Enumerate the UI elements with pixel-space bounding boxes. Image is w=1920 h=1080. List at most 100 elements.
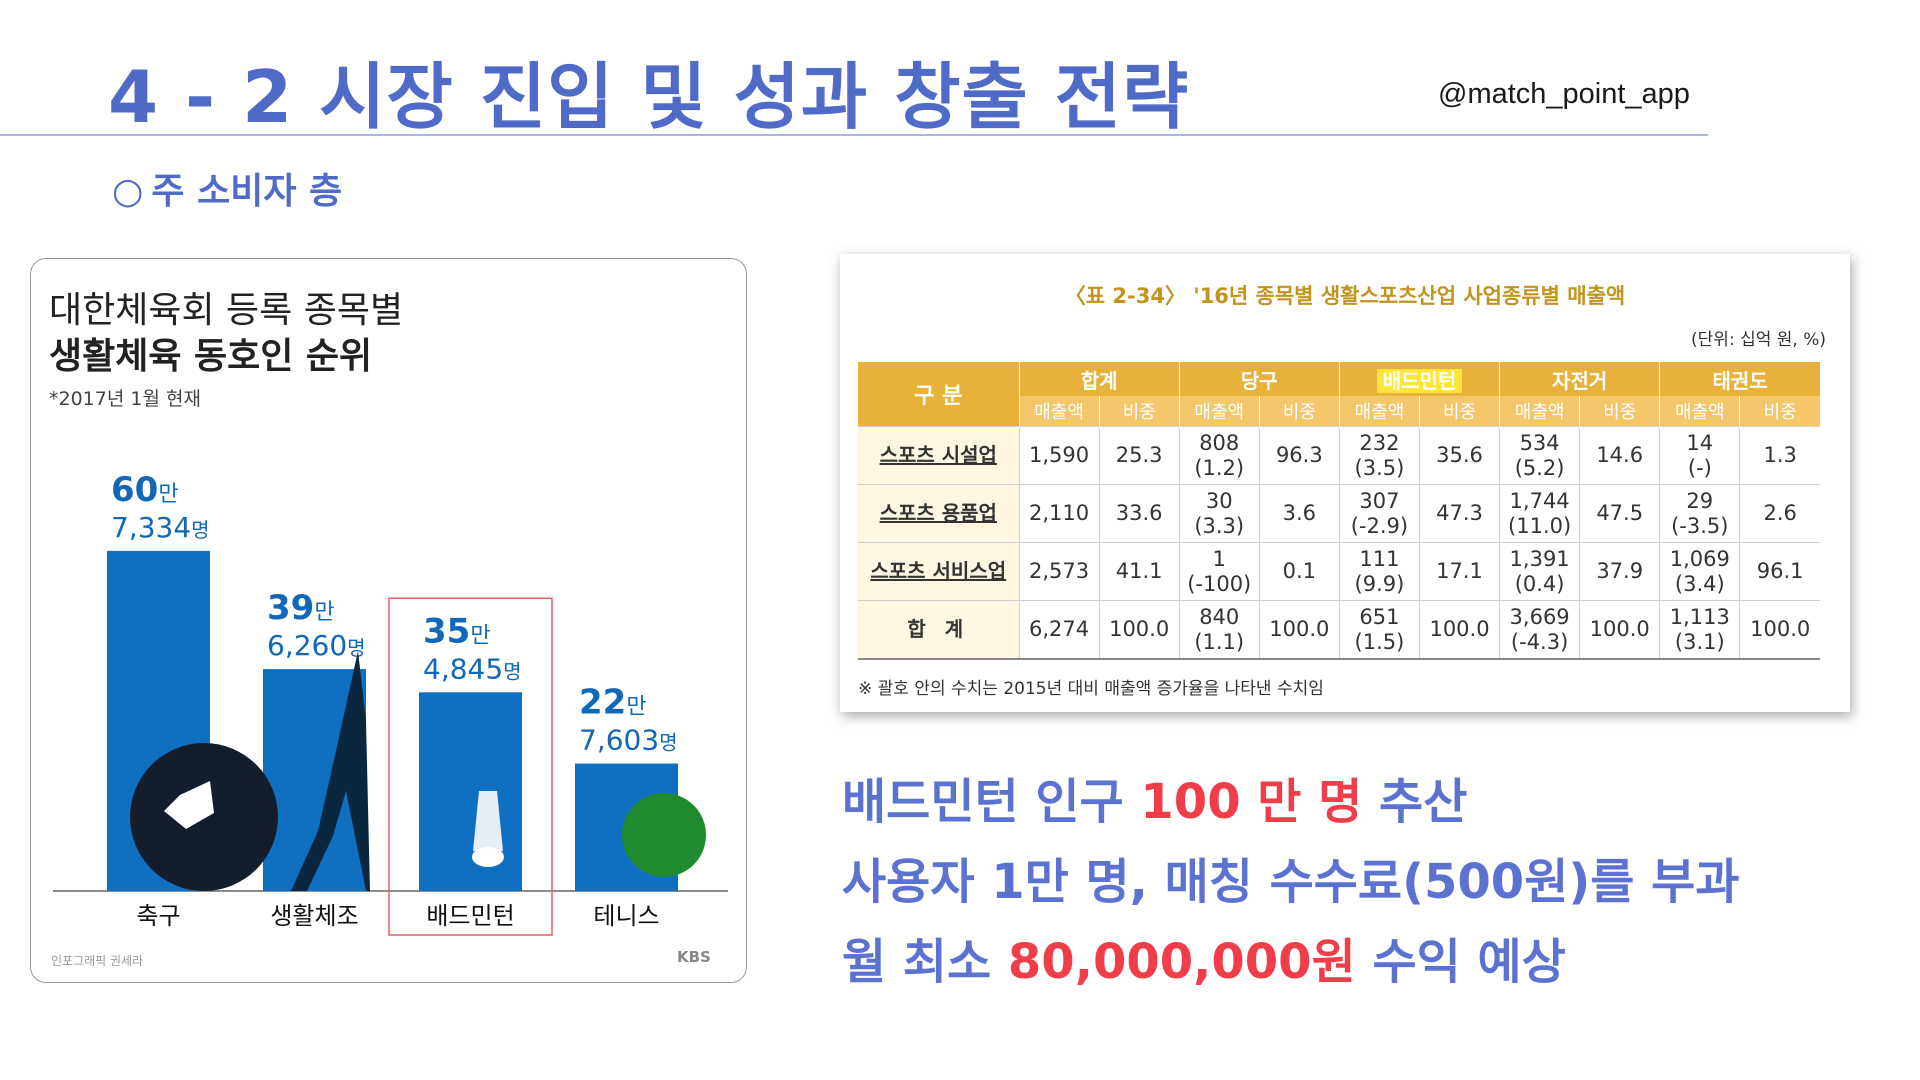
data-label-major: 60만: [111, 470, 179, 510]
bar-배드민턴: [419, 692, 522, 891]
subcolumn-header: 매출액: [1338, 396, 1420, 427]
cell-value: 30: [1205, 488, 1233, 513]
data-label-major: 22만: [579, 683, 647, 723]
table-footnote: ※ 괄호 안의 수치는 2015년 대비 매출액 증가율을 나타낸 수치임: [858, 679, 1324, 699]
table-cell: 96.3: [1258, 426, 1340, 485]
infographic-as-of-note: *2017년 1월 현재: [49, 388, 201, 410]
data-label-major: 35만: [423, 611, 491, 651]
cell-value: 1,113: [1669, 604, 1730, 629]
table-cell: 100.0: [1739, 600, 1820, 660]
table-cell: 111 (9.9): [1338, 542, 1420, 601]
table-cell: 1 (-100): [1178, 542, 1260, 601]
table-row: 스포츠 서비스업 2,573 41.1 1 (-100) 0.1 111 (9.9)…: [858, 542, 1820, 601]
cell-change: (-2.9): [1350, 513, 1409, 538]
table-cell: 534 (5.2): [1499, 426, 1580, 485]
table-row-header: 구 분: [858, 362, 1019, 427]
cell-change: (3.1): [1674, 629, 1725, 654]
category-label: 축구: [136, 902, 180, 930]
section-heading: ○ 주 소비자 층: [112, 162, 342, 214]
subcolumn-header: 매출액: [1659, 396, 1740, 427]
cell-change: (1.2): [1194, 455, 1245, 480]
category-label: 생활체조: [270, 902, 358, 930]
sales-table-image: 〈표 2-34〉 '16년 종목별 생활스포츠산업 사업종류별 매출액 (단위:…: [840, 254, 1850, 712]
table-row: 스포츠 시설업 1,590 25.3 808 (1.2) 96.3 232 (3.5…: [858, 426, 1820, 485]
statement-text: 추산: [1362, 774, 1468, 830]
row-label: 스포츠 용품업: [858, 484, 1019, 543]
cell-value: 232: [1359, 430, 1400, 455]
table-cell: 307 (-2.9): [1338, 484, 1420, 543]
subcolumn-header: 비중: [1418, 396, 1500, 427]
table-cell: 840 (1.1): [1178, 600, 1260, 660]
table-cell: 1,113 (3.1): [1659, 600, 1740, 660]
row-label: 스포츠 서비스업: [858, 542, 1019, 601]
infographic-title-line1: 대한체육회 등록 종목별: [49, 290, 404, 331]
row-label: 합 계: [858, 600, 1019, 660]
data-label-minor: 7,334명: [111, 511, 210, 544]
circle-bullet-icon: ○: [112, 171, 144, 212]
table-cell: 2,110: [1018, 484, 1100, 543]
data-label-unit: 만: [314, 600, 334, 625]
subcolumn-header: 비중: [1098, 396, 1180, 427]
section-heading-label: 주 소비자 층: [151, 171, 343, 212]
table-cell: 35.6: [1418, 426, 1500, 485]
table-cell: 3.6: [1258, 484, 1340, 543]
table-row: 스포츠 용품업 2,110 33.6 30 (3.3) 3.6 307 (-2.9)…: [858, 484, 1820, 543]
data-label-minor: 4,845명: [423, 652, 522, 685]
table-cell: 1,391 (0.4): [1499, 542, 1580, 601]
category-label: 배드민턴: [426, 902, 514, 930]
title-divider: [0, 134, 1708, 136]
kbs-logo: KBS: [677, 948, 711, 966]
data-label-minor: 7,603명: [579, 724, 678, 757]
social-handle: @match_point_app: [1438, 78, 1690, 110]
table-cell: 3,669 (-4.3): [1499, 600, 1580, 660]
data-label-unit: 명: [191, 518, 209, 542]
group-header-label: 배드민턴: [1376, 368, 1463, 393]
sales-table: 구 분 합계 당구 배드민턴 자전거 태권도 매출액 비중 매출액 비중 매출액…: [858, 362, 1820, 660]
group-header: 합계: [1018, 362, 1180, 396]
statement-text: 수익 예상: [1355, 934, 1566, 990]
cell-change: (5.2): [1514, 455, 1565, 480]
cell-change: (3.4): [1674, 571, 1725, 596]
cell-change: (-): [1687, 455, 1712, 480]
table-cell: 2,573: [1018, 542, 1100, 601]
statement-fee-assumption: 사용자 1만 명, 매칭 수수료(500원)를 부과: [842, 854, 1740, 910]
table-cell: 1.3: [1739, 426, 1820, 485]
statement-text: 월 최소: [842, 934, 1008, 990]
statement-population: 배드민턴 인구 100 만 명 추산: [842, 762, 1467, 832]
cell-change: (9.9): [1354, 571, 1405, 596]
table-cell: 47.3: [1418, 484, 1500, 543]
gymnast-silhouette-icon: [291, 651, 370, 891]
cell-change: (-4.3): [1510, 629, 1569, 654]
table-cell: 1,744 (11.0): [1499, 484, 1580, 543]
cell-change: (1.5): [1354, 629, 1405, 654]
shuttlecock-icon: [473, 791, 503, 851]
highlight-frame: [388, 597, 553, 936]
statement-revenue: 월 최소 80,000,000원 수익 예상: [842, 922, 1566, 992]
statement-highlight: 100 만 명: [1140, 774, 1363, 830]
table-cell: 2.6: [1739, 484, 1820, 543]
table-cell: 37.9: [1579, 542, 1660, 601]
data-label-unit: 명: [659, 731, 677, 755]
cell-value: 29: [1686, 488, 1714, 513]
table-cell: 6,274: [1018, 600, 1100, 660]
cell-change: (-100): [1187, 571, 1252, 596]
cell-value: 1,391: [1509, 546, 1570, 571]
table-cell: 29 (-3.5): [1659, 484, 1740, 543]
statement-highlight: 80,000,000원: [1007, 934, 1356, 990]
cell-change: (1.1): [1194, 629, 1245, 654]
data-label-minor: 6,260명: [267, 629, 366, 662]
table-caption: 〈표 2-34〉 '16년 종목별 생활스포츠산업 사업종류별 매출액: [1064, 284, 1626, 308]
table-cell: 1,069 (3.4): [1659, 542, 1740, 601]
subcolumn-header: 비중: [1258, 396, 1340, 427]
data-label-unit: 만: [626, 695, 646, 720]
cell-change: (0.4): [1514, 571, 1565, 596]
table-unit: (단위: 십억 원, %): [1691, 330, 1826, 350]
data-label-major: 39만: [267, 588, 335, 628]
table-cell: 100.0: [1579, 600, 1660, 660]
cell-change: (3.3): [1194, 513, 1245, 538]
infographic-title-line2: 생활체육 동호인 순위: [49, 336, 373, 377]
category-label: 테니스: [593, 902, 659, 930]
data-label-unit: 명: [347, 636, 365, 660]
table-group-header-row: 구 분 합계 당구 배드민턴 자전거 태권도: [858, 362, 1820, 427]
table-cell: 25.3: [1098, 426, 1180, 485]
